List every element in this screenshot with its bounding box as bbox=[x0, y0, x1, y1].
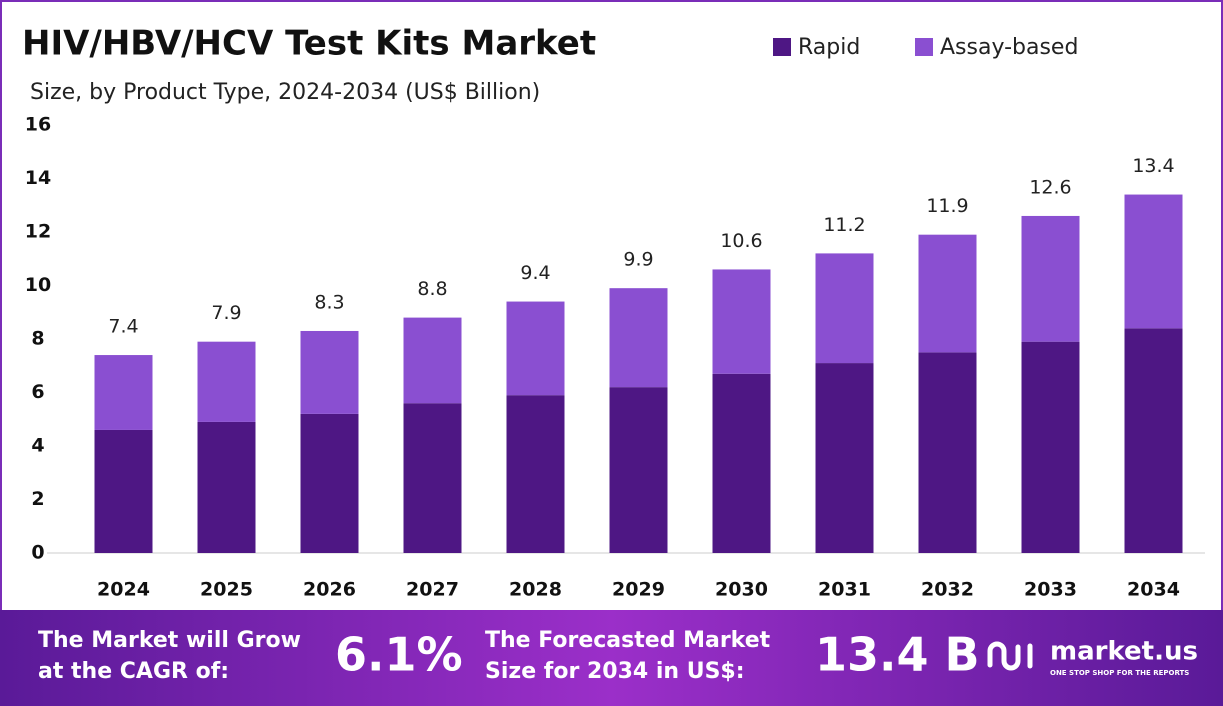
total-label: 12.6 bbox=[1029, 176, 1071, 198]
bar-segment bbox=[1124, 328, 1183, 553]
x-tick-label: 2029 bbox=[612, 579, 665, 601]
bar-segment bbox=[300, 330, 359, 414]
bar-segment bbox=[609, 387, 668, 553]
bar-segment bbox=[94, 355, 153, 430]
bar-segment bbox=[403, 317, 462, 404]
cagr-value: 6.1% bbox=[335, 628, 463, 682]
bar-segment bbox=[918, 234, 977, 353]
cagr-text: The Market will Grow bbox=[38, 628, 301, 653]
total-label: 10.6 bbox=[720, 230, 762, 252]
legend-label: Rapid bbox=[798, 35, 860, 60]
forecast-text: The Forecasted Market bbox=[485, 628, 771, 653]
total-label: 7.4 bbox=[108, 316, 138, 338]
bar-segment bbox=[609, 288, 668, 388]
bar-segment bbox=[403, 403, 462, 553]
bar-segment bbox=[712, 269, 771, 374]
legend-swatch bbox=[773, 38, 791, 56]
chart-subtitle: Size, by Product Type, 2024-2034 (US$ Bi… bbox=[30, 80, 540, 105]
bar-segment bbox=[300, 413, 359, 553]
footer-band bbox=[0, 610, 1223, 706]
total-label: 11.2 bbox=[823, 214, 865, 236]
bar-segment bbox=[1021, 215, 1080, 342]
x-tick-label: 2027 bbox=[406, 579, 459, 601]
bar-segment bbox=[815, 253, 874, 364]
y-tick-label: 16 bbox=[25, 114, 51, 136]
y-tick-label: 10 bbox=[25, 274, 51, 296]
total-label: 11.9 bbox=[926, 195, 968, 217]
total-label: 9.9 bbox=[623, 249, 653, 271]
y-tick-label: 4 bbox=[31, 435, 44, 457]
y-tick-label: 14 bbox=[25, 167, 51, 189]
bar-segment bbox=[1124, 194, 1183, 329]
cagr-text: at the CAGR of: bbox=[38, 659, 229, 684]
total-label: 13.4 bbox=[1132, 155, 1174, 177]
x-tick-label: 2032 bbox=[921, 579, 974, 601]
total-label: 7.9 bbox=[211, 302, 241, 324]
total-label: 8.3 bbox=[314, 291, 344, 313]
x-tick-label: 2028 bbox=[509, 579, 562, 601]
x-tick-label: 2024 bbox=[97, 579, 150, 601]
y-tick-label: 0 bbox=[31, 542, 44, 564]
total-label: 9.4 bbox=[520, 262, 550, 284]
bar-segment bbox=[815, 363, 874, 553]
chart-title: HIV/HBV/HCV Test Kits Market bbox=[22, 24, 596, 64]
forecast-text: Size for 2034 in US$: bbox=[485, 659, 745, 684]
total-label: 8.8 bbox=[417, 278, 447, 300]
legend-label: Assay-based bbox=[940, 35, 1078, 60]
legend: Rapid Assay-based bbox=[773, 35, 1078, 60]
bar-segment bbox=[506, 395, 565, 553]
legend-swatch bbox=[915, 38, 933, 56]
tagline: ONE STOP SHOP FOR THE REPORTS bbox=[1050, 669, 1189, 677]
bar-segment bbox=[506, 301, 565, 396]
x-tick-label: 2033 bbox=[1024, 579, 1077, 601]
bar-segment bbox=[94, 429, 153, 553]
bar-segment bbox=[918, 352, 977, 553]
bar-segment bbox=[197, 421, 256, 553]
x-tick-label: 2031 bbox=[818, 579, 871, 601]
x-tick-label: 2026 bbox=[303, 579, 356, 601]
bar-segment bbox=[197, 341, 256, 422]
x-tick-label: 2030 bbox=[715, 579, 768, 601]
y-tick-label: 2 bbox=[31, 488, 44, 510]
x-tick-label: 2034 bbox=[1127, 579, 1180, 601]
brand: market.us bbox=[1050, 637, 1198, 667]
bar-segment bbox=[712, 373, 771, 553]
y-tick-label: 6 bbox=[31, 381, 44, 403]
y-tick-label: 8 bbox=[31, 328, 44, 350]
forecast-value: 13.4 B bbox=[815, 628, 980, 682]
brand-logo bbox=[987, 641, 1033, 671]
y-tick-label: 12 bbox=[25, 221, 51, 243]
bar-segment bbox=[1021, 341, 1080, 553]
x-tick-label: 2025 bbox=[200, 579, 253, 601]
